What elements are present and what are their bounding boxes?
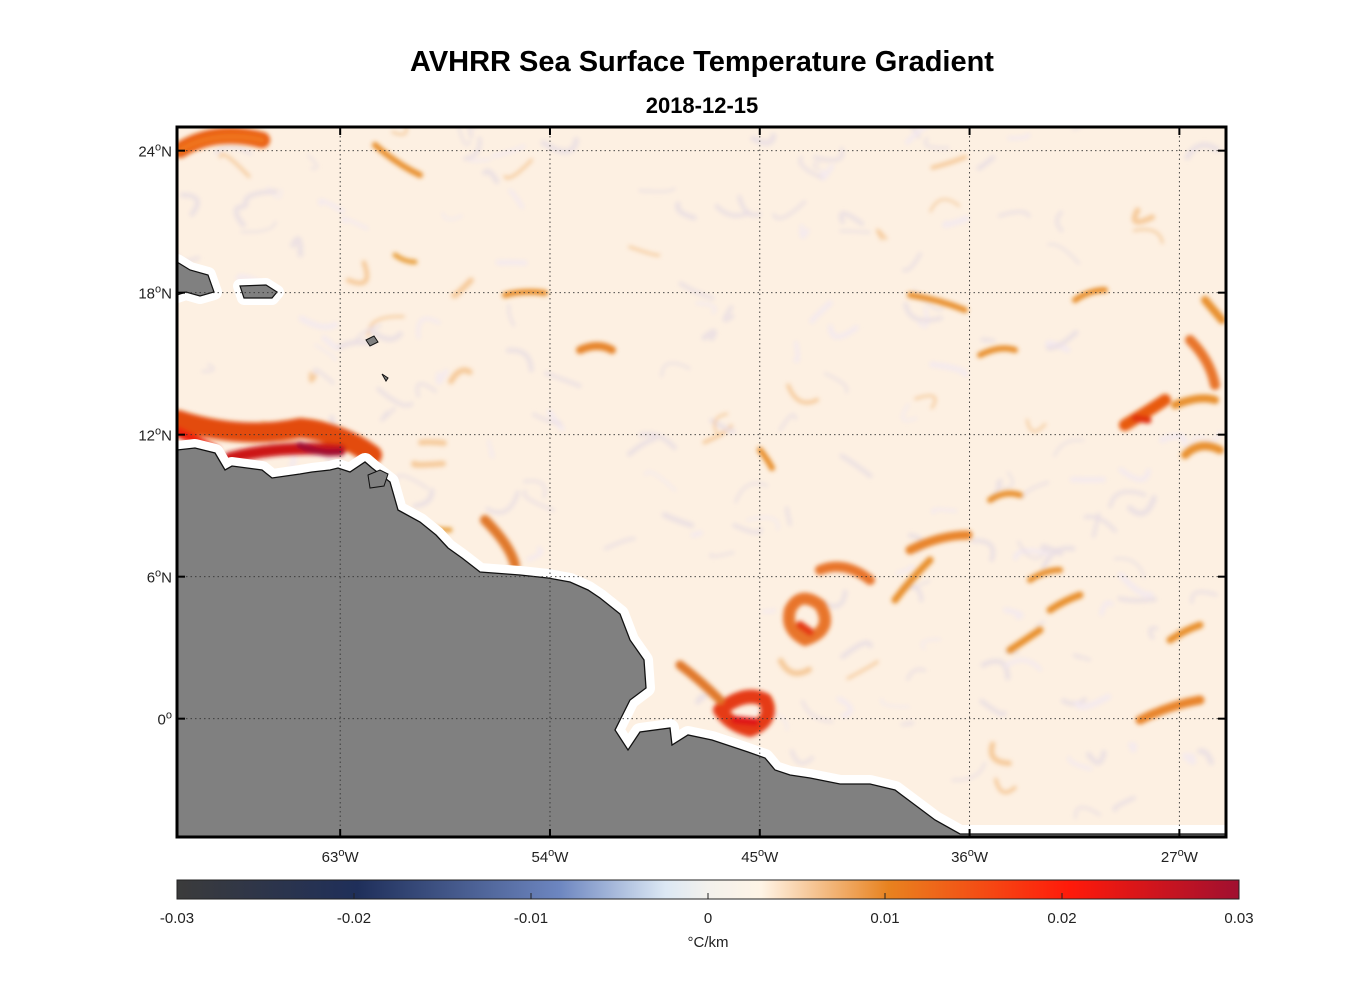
lon-label: 27oW: [1161, 847, 1199, 866]
lat-label: 18oN: [138, 284, 172, 303]
sst-fronts: [177, 127, 1226, 737]
colorbar-tick-label: 0.03: [1224, 910, 1253, 927]
lon-label: 63oW: [322, 847, 360, 866]
colorbar-tick-label: -0.03: [160, 910, 194, 927]
island-2: [381, 373, 389, 382]
longitude-labels: 63oW 54oW 45oW 36oW 27oW: [322, 847, 1199, 866]
lon-label: 36oW: [951, 847, 989, 866]
colorbar-tick-label: -0.02: [337, 910, 371, 927]
graticule: [177, 127, 1226, 837]
figure-title: AVHRR Sea Surface Temperature Gradient: [410, 46, 994, 78]
lat-label: 6oN: [147, 568, 172, 587]
trinidad-land: [367, 469, 389, 489]
island-1: [365, 335, 379, 347]
south-america-land: [177, 447, 1226, 837]
colorbar-tick-label: -0.01: [514, 910, 548, 927]
lon-label: 45oW: [741, 847, 779, 866]
map-ticks: [177, 127, 1226, 837]
latitude-labels: 24oN 18oN 12oN 6oN 0o: [138, 142, 172, 729]
lon-label: 54oW: [531, 847, 569, 866]
map-frame: [175, 125, 1228, 839]
colorbar-label: °C/km: [688, 934, 729, 951]
colorbar: -0.03 -0.02 -0.01 0 0.01 0.02 0.03 °C/km: [160, 879, 1254, 951]
colorbar-tick-label: 0.01: [870, 910, 899, 927]
lat-label: 12oN: [138, 426, 172, 445]
lat-label: 0o: [158, 710, 172, 729]
puerto-rico-land: [239, 284, 278, 299]
map-area: [177, 127, 1226, 837]
colorbar-ticks: -0.03 -0.02 -0.01 0 0.01 0.02 0.03: [160, 893, 1254, 927]
figure-subtitle: 2018-12-15: [645, 93, 759, 118]
colorbar-tick-label: 0: [704, 910, 712, 927]
lat-label: 24oN: [138, 142, 172, 161]
colorbar-tick-label: 0.02: [1047, 910, 1076, 927]
